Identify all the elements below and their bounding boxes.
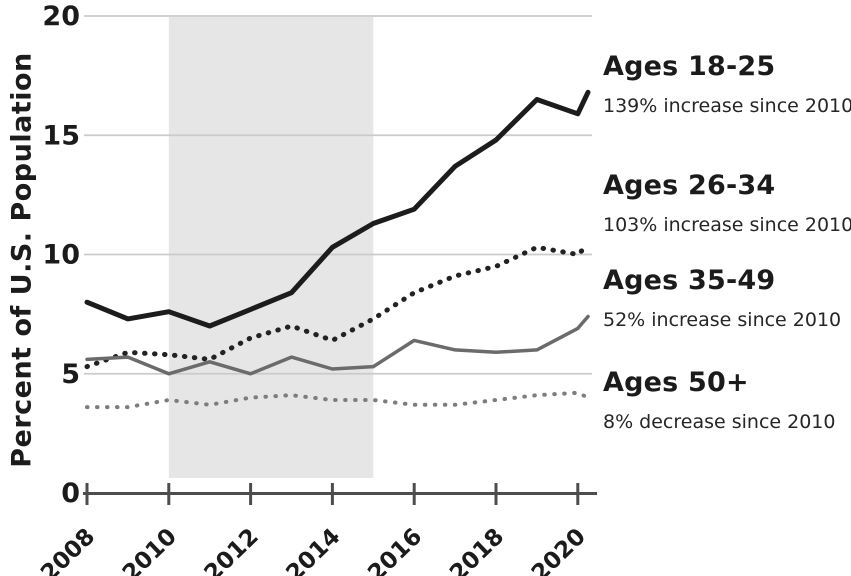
x-tick-label-2014: 2014 bbox=[281, 524, 345, 576]
series-line-ages-26-34 bbox=[84, 242, 591, 370]
legend-annotation-ages-26-34: 103% increase since 2010 bbox=[603, 214, 851, 236]
y-tick-label-15: 15 bbox=[42, 120, 80, 151]
legend-title-ages-18-25: Ages 18-25 bbox=[603, 51, 776, 82]
legend-block-ages-50-plus: Ages 50+ 8% decrease since 2010 bbox=[603, 367, 849, 434]
x-tick-label-2016: 2016 bbox=[363, 524, 427, 576]
legend-block-ages-26-34: Ages 26-34 103% increase since 2010 bbox=[603, 170, 851, 237]
y-axis-title: Percent of U.S. Population bbox=[6, 52, 38, 468]
x-tick-label-2008: 2008 bbox=[36, 524, 100, 576]
x-tick-label-2018: 2018 bbox=[445, 524, 509, 576]
x-tick-label-2012: 2012 bbox=[200, 524, 264, 576]
x-tick-label-2020: 2020 bbox=[527, 524, 591, 576]
legend-annotation-ages-18-25: 139% increase since 2010 bbox=[603, 95, 851, 117]
series-line-ages-50 bbox=[85, 390, 590, 410]
y-tick-label-20: 20 bbox=[42, 1, 80, 32]
legend-block-ages-35-49: Ages 35-49 52% increase since 2010 bbox=[603, 265, 849, 332]
legend-annotation-ages-35-49: 52% increase since 2010 bbox=[603, 309, 842, 331]
y-tick-label-10: 10 bbox=[42, 240, 80, 271]
legend-annotation-ages-50-plus: 8% decrease since 2010 bbox=[603, 411, 836, 433]
series-line-ages-18-25 bbox=[84, 89, 591, 329]
shaded-band bbox=[168, 17, 374, 478]
y-tick-label-0: 0 bbox=[61, 478, 80, 509]
legend-title-ages-50-plus: Ages 50+ bbox=[603, 367, 749, 398]
legend-block-ages-18-25: Ages 18-25 139% increase since 2010 bbox=[603, 51, 851, 118]
x-tick-label-2010: 2010 bbox=[118, 524, 182, 576]
legend-title-ages-26-34: Ages 26-34 bbox=[603, 170, 776, 201]
y-tick-label-5: 5 bbox=[61, 359, 80, 390]
series-line-ages-35-49 bbox=[85, 314, 590, 376]
legend-title-ages-35-49: Ages 35-49 bbox=[603, 265, 776, 296]
